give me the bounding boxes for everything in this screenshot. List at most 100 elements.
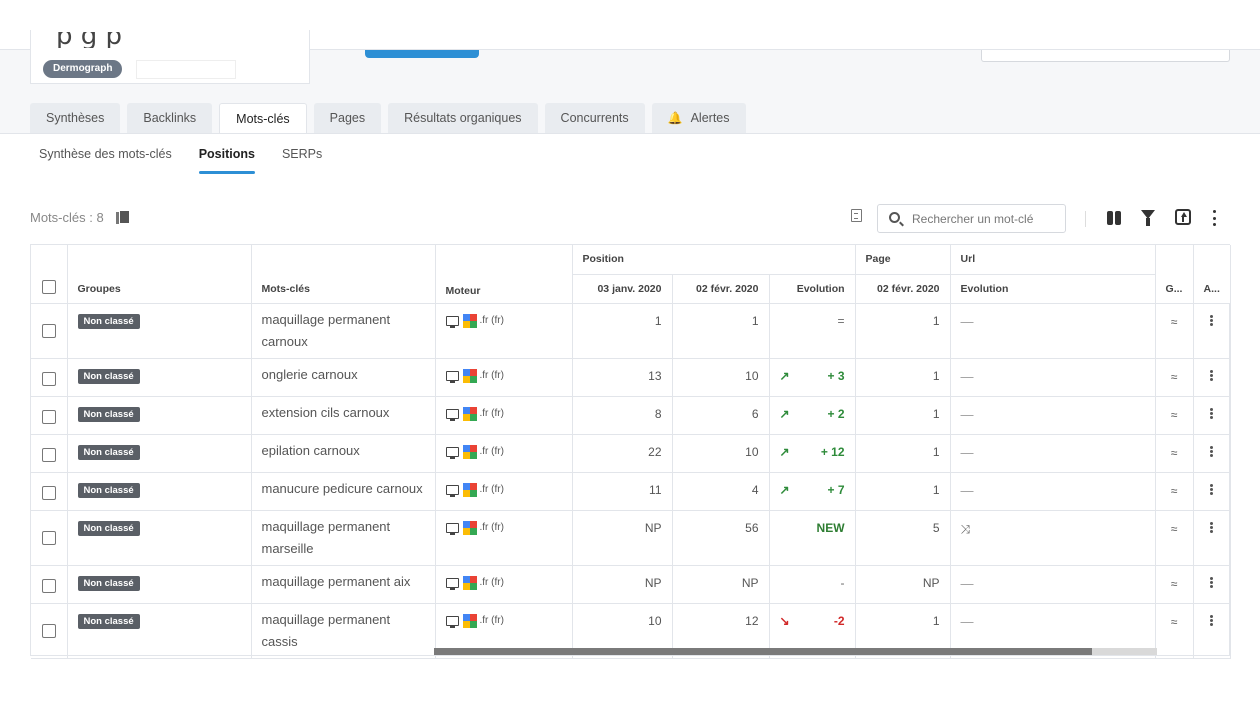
header-date2[interactable]: 02 févr. 2020 bbox=[672, 274, 770, 304]
tab-label: Synthèses bbox=[46, 111, 105, 125]
row-menu-icon[interactable] bbox=[1210, 407, 1214, 419]
keyword-cell[interactable]: epilation carnoux bbox=[251, 434, 436, 473]
row-checkbox[interactable] bbox=[41, 530, 56, 545]
row-menu-icon[interactable] bbox=[1210, 614, 1214, 626]
tabs-divider bbox=[0, 133, 1260, 134]
chart-cell: ≈ bbox=[1155, 565, 1194, 604]
header-engine[interactable]: Moteur bbox=[435, 245, 573, 304]
row-menu-icon[interactable] bbox=[1210, 369, 1214, 381]
tab-5[interactable]: Concurrents bbox=[544, 103, 645, 134]
header-a[interactable]: A... bbox=[1193, 245, 1231, 304]
keywords-table: Groupes Mots-clés Moteur Position Page U… bbox=[30, 244, 1231, 659]
header-evolution[interactable]: Evolution bbox=[769, 274, 856, 304]
tab-3[interactable]: Pages bbox=[313, 103, 382, 134]
page-value: 1 bbox=[855, 434, 951, 473]
table-row: Non classé maquillage permanent aix .fr (f… bbox=[31, 565, 1231, 604]
row-checkbox[interactable] bbox=[41, 371, 56, 386]
subtab-1[interactable]: Positions bbox=[198, 147, 256, 174]
row-checkbox[interactable] bbox=[41, 623, 56, 638]
row-checkbox[interactable] bbox=[41, 485, 56, 500]
keyword-cell[interactable]: extension cils carnoux bbox=[251, 396, 436, 435]
tab-1[interactable]: Backlinks bbox=[127, 103, 213, 134]
keyword-cell[interactable]: maquillage permanent marseille bbox=[251, 510, 436, 566]
group-badge[interactable]: Non classé bbox=[77, 520, 140, 536]
group-badge[interactable]: Non classé bbox=[77, 368, 140, 384]
desktop-icon bbox=[445, 408, 459, 421]
filter-icon[interactable] bbox=[1141, 210, 1155, 226]
row-menu-icon[interactable] bbox=[1210, 314, 1214, 326]
row-checkbox[interactable] bbox=[41, 578, 56, 593]
url-evolution-value: — bbox=[960, 406, 974, 422]
keyword-cell[interactable]: manucure pedicure carnoux bbox=[251, 472, 436, 511]
keyword-cell[interactable]: maquillage permanent carnoux bbox=[251, 303, 436, 359]
row-menu-icon[interactable] bbox=[1210, 445, 1214, 457]
evolution-cell: ↗ + 2 bbox=[769, 396, 856, 435]
table-row: Non classé onglerie carnoux .fr (fr) 13 10 ↗ +… bbox=[31, 358, 1231, 397]
chart-cell: ≈ bbox=[1155, 434, 1194, 473]
desktop-icon bbox=[445, 615, 459, 628]
trend-chart-icon[interactable]: ≈ bbox=[1170, 407, 1178, 422]
tab-label: Concurrents bbox=[560, 111, 629, 125]
group-badge[interactable]: Non classé bbox=[77, 482, 140, 498]
subtab-0[interactable]: Synthèse des mots-clés bbox=[39, 147, 172, 161]
row-menu-icon[interactable] bbox=[1210, 483, 1214, 495]
search-box[interactable] bbox=[877, 204, 1066, 233]
trend-chart-icon[interactable]: ≈ bbox=[1170, 445, 1178, 460]
trend-chart-icon[interactable]: ≈ bbox=[1170, 521, 1178, 536]
url-evolution-value: — bbox=[960, 313, 974, 329]
header-page-date[interactable]: 02 févr. 2020 bbox=[855, 274, 951, 304]
evolution: ↘ -2 bbox=[780, 614, 845, 628]
keyword-cell[interactable]: onglerie carnoux bbox=[251, 358, 436, 397]
row-checkbox[interactable] bbox=[41, 409, 56, 424]
horizontal-scrollbar[interactable] bbox=[434, 648, 1157, 655]
trend-chart-icon[interactable]: ≈ bbox=[1170, 576, 1178, 591]
subtab-2[interactable]: SERPs bbox=[281, 147, 323, 161]
keyword-cell[interactable]: maquillage permanent cassis bbox=[251, 603, 436, 659]
trend-chart-icon[interactable]: ≈ bbox=[1170, 314, 1178, 329]
header-g[interactable]: G... bbox=[1155, 245, 1194, 304]
url-evolution-cell: — bbox=[950, 358, 1156, 397]
trend-chart-icon[interactable]: ≈ bbox=[1170, 614, 1178, 629]
document-icon[interactable] bbox=[851, 209, 862, 222]
evolution: ↗ + 3 bbox=[780, 369, 845, 383]
primary-button[interactable] bbox=[365, 50, 479, 58]
tab-0[interactable]: Synthèses bbox=[30, 103, 121, 134]
url-evolution-cell: — bbox=[950, 434, 1156, 473]
copy-icon[interactable] bbox=[115, 210, 130, 225]
actions-cell bbox=[1193, 358, 1231, 397]
header-url-evolution[interactable]: Evolution bbox=[950, 274, 1156, 304]
row-checkbox[interactable] bbox=[41, 323, 56, 338]
group-badge[interactable]: Non classé bbox=[77, 406, 140, 422]
trend-chart-icon[interactable]: ≈ bbox=[1170, 369, 1178, 384]
tab-6[interactable]: 🔔 Alertes bbox=[651, 103, 746, 134]
header-date1[interactable]: 03 janv. 2020 bbox=[572, 274, 673, 304]
actions-cell bbox=[1193, 565, 1231, 604]
group-badge[interactable]: Non classé bbox=[77, 444, 140, 460]
google-icon bbox=[462, 368, 477, 383]
search-input[interactable] bbox=[912, 210, 1062, 228]
row-checkbox-cell bbox=[31, 510, 68, 566]
select-all-checkbox[interactable] bbox=[41, 280, 56, 295]
url-evolution-cell: ⤨ bbox=[950, 510, 1156, 566]
trend-chart-icon[interactable]: ≈ bbox=[1170, 483, 1178, 498]
group-badge[interactable]: Non classé bbox=[77, 613, 140, 629]
header-keywords[interactable]: Mots-clés bbox=[251, 245, 436, 304]
header-groups[interactable]: Groupes bbox=[67, 245, 252, 304]
group-badge[interactable]: Non classé bbox=[77, 575, 140, 591]
export-icon[interactable] bbox=[1175, 209, 1191, 225]
tab-4[interactable]: Résultats organiques bbox=[388, 103, 538, 134]
row-checkbox[interactable] bbox=[41, 447, 56, 462]
more-options-icon[interactable] bbox=[1213, 210, 1217, 226]
group-cell: Non classé bbox=[67, 565, 252, 604]
scrollbar-thumb[interactable] bbox=[434, 648, 1092, 655]
keyword-cell[interactable]: maquillage permanent aix bbox=[251, 565, 436, 604]
row-menu-icon[interactable] bbox=[1210, 521, 1214, 533]
url-evolution-value: — bbox=[960, 368, 974, 384]
row-menu-icon[interactable] bbox=[1210, 576, 1214, 588]
group-badge[interactable]: Non classé bbox=[77, 313, 140, 329]
top-right-dropdown[interactable] bbox=[981, 50, 1230, 62]
evolution-value: -2 bbox=[833, 613, 845, 628]
desktop-icon bbox=[445, 484, 459, 497]
columns-icon[interactable] bbox=[1107, 211, 1121, 225]
tab-2[interactable]: Mots-clés bbox=[219, 103, 307, 134]
